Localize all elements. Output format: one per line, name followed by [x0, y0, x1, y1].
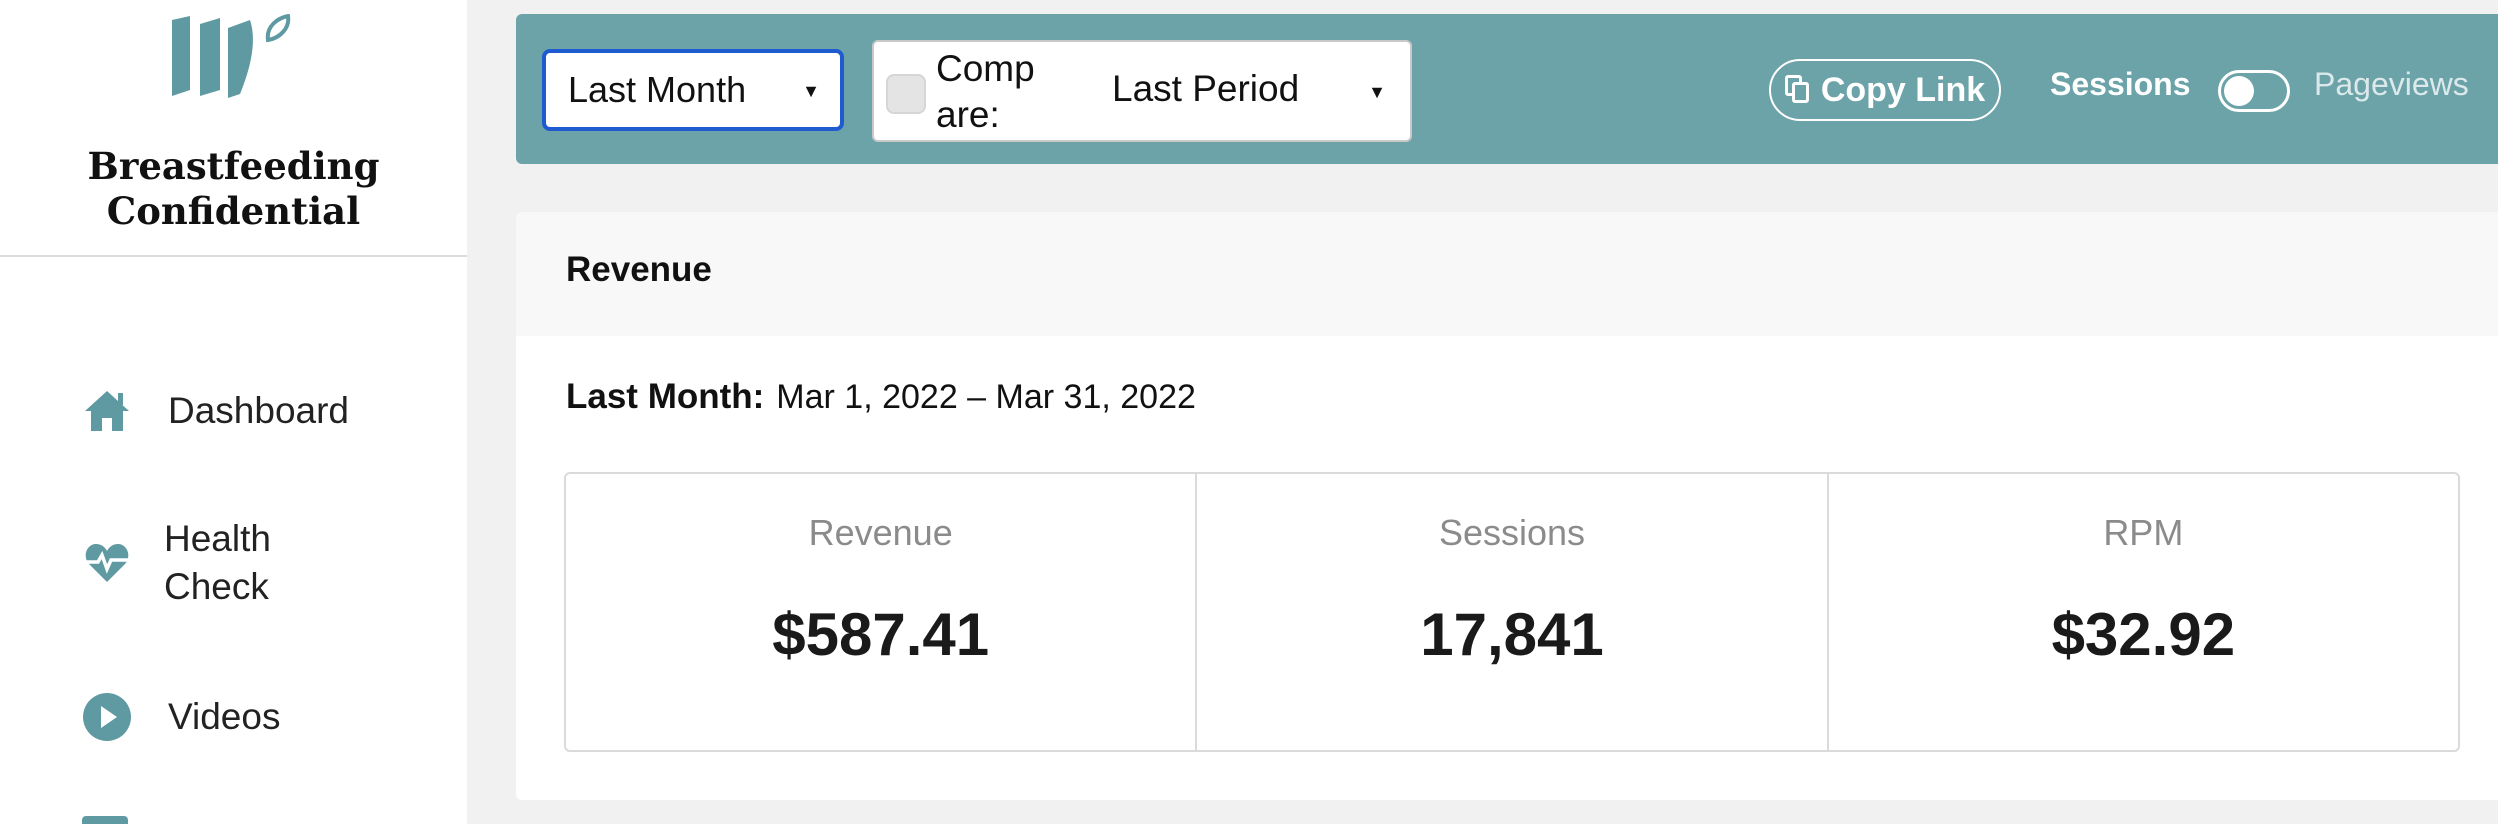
metric-toggle[interactable] — [2218, 70, 2290, 112]
revenue-card: Revenue Last Month: Mar 1, 2022 – Mar 31,… — [516, 212, 2498, 800]
stats-panel: Revenue $587.41 Sessions 17,841 RPM $32.… — [564, 472, 2460, 752]
sidebar-item-dashboard[interactable]: Dashboard — [82, 386, 349, 436]
stat-label: Sessions — [1438, 512, 1586, 553]
sidebar-item-partial-icon[interactable] — [82, 816, 128, 824]
toggle-pageviews-label: Pageviews — [2314, 66, 2469, 102]
copy-link-button[interactable]: Copy Link — [1769, 59, 2001, 121]
card-header: Revenue — [516, 212, 2498, 336]
heartbeat-icon — [82, 538, 132, 588]
compare-label: Compare: — [936, 48, 1035, 135]
brand-line-2: Confidential — [106, 189, 361, 233]
sidebar-item-label: Dashboard — [168, 390, 350, 431]
stat-value: 17,841 — [1420, 601, 1604, 668]
sidebar: Breastfeeding Confidential Dashboard Hea… — [0, 0, 467, 824]
filter-toolbar: Last Month ▼ Compare: Last Period ▼ Copy… — [516, 14, 2498, 164]
sidebar-item-label: Videos — [168, 696, 281, 737]
brand-name: Breastfeeding Confidential — [0, 144, 467, 234]
copy-icon — [1784, 75, 1811, 105]
sidebar-item-health-check[interactable]: Health Check — [82, 515, 364, 611]
stat-revenue: Revenue $587.41 — [566, 474, 1195, 750]
sidebar-item-label: Health Check — [164, 518, 271, 607]
sidebar-divider — [0, 255, 467, 257]
toggle-sessions-label: Sessions — [2050, 66, 2191, 102]
play-icon — [82, 692, 132, 742]
period-select-value: Last Month — [568, 69, 747, 110]
period-select[interactable]: Last Month ▼ — [542, 49, 844, 131]
home-icon — [82, 386, 132, 436]
copy-link-label: Copy Link — [1820, 70, 1986, 109]
compare-select[interactable]: Last Period — [1112, 68, 1300, 109]
stat-rpm: RPM $32.92 — [1826, 474, 2458, 750]
caret-down-icon: ▼ — [1368, 82, 1386, 102]
stat-label: Revenue — [808, 512, 953, 553]
card-title: Revenue — [566, 250, 712, 289]
brand-line-1: Breastfeeding — [87, 144, 380, 188]
stat-value: $32.92 — [2051, 601, 2236, 668]
stat-sessions: Sessions 17,841 — [1195, 474, 1826, 750]
compare-control: Compare: Last Period ▼ — [872, 40, 1412, 142]
logo-icon[interactable] — [168, 14, 294, 100]
period-line: Last Month: Mar 1, 2022 – Mar 31, 2022 — [566, 377, 1196, 417]
period-range: Mar 1, 2022 – Mar 31, 2022 — [776, 378, 1196, 416]
caret-down-icon: ▼ — [802, 81, 820, 101]
compare-checkbox[interactable] — [886, 74, 926, 114]
stat-label: RPM — [2103, 512, 2184, 553]
period-label: Last Month: — [566, 377, 765, 416]
toggle-knob — [2224, 76, 2254, 106]
sidebar-item-videos[interactable]: Videos — [82, 692, 280, 742]
stat-value: $587.41 — [772, 601, 990, 668]
